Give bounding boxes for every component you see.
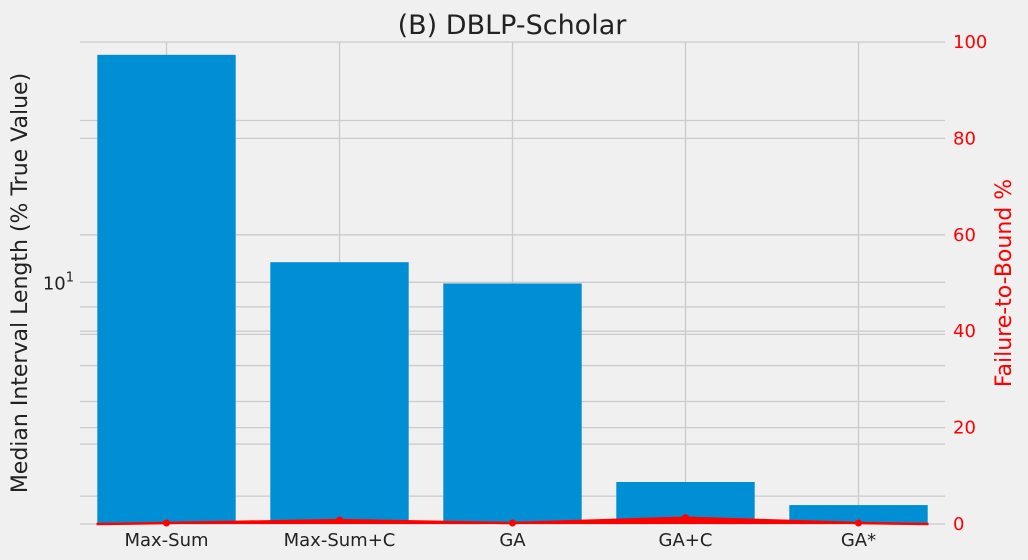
failure-point (855, 519, 862, 527)
right-tick-label: 100 (953, 32, 987, 53)
bar-max-sum (97, 54, 236, 524)
failure-point (509, 519, 516, 527)
tick-base: 10 (43, 273, 66, 294)
x-tick-label: Max-Sum+C (284, 530, 396, 551)
x-tick-label: GA* (841, 530, 876, 551)
chart-title: (B) DBLP-Scholar (398, 10, 628, 41)
bar-ga- (789, 505, 928, 524)
failure-line (96, 514, 929, 527)
failure-point (682, 514, 689, 522)
right-axis-label: Failure-to-Bound % (992, 179, 1017, 387)
x-tick-label: Max-Sum (124, 530, 208, 551)
left-tick-labels: 101 (43, 270, 74, 294)
bar-max-sum-c (270, 262, 409, 524)
right-tick-label: 80 (953, 128, 976, 149)
right-tick-label: 60 (953, 225, 976, 246)
left-axis-label: Median Interval Length (% True Value) (8, 73, 33, 493)
right-tick-label: 0 (953, 514, 964, 535)
right-tick-label: 40 (953, 321, 976, 342)
x-tick-label: GA (499, 530, 526, 551)
right-tick-label: 20 (953, 418, 976, 439)
bars (97, 54, 928, 524)
tick-exponent: 1 (66, 270, 74, 285)
bar-ga (443, 283, 582, 524)
right-tick-labels: 0 20 40 60 80 100 (953, 32, 987, 535)
failure-point (336, 516, 343, 524)
failure-point (163, 519, 170, 527)
x-tick-label: GA+C (659, 530, 713, 551)
x-tick-labels: Max-Sum Max-Sum+C GA GA+C GA* (124, 530, 876, 551)
left-tick-label: 101 (43, 270, 74, 294)
